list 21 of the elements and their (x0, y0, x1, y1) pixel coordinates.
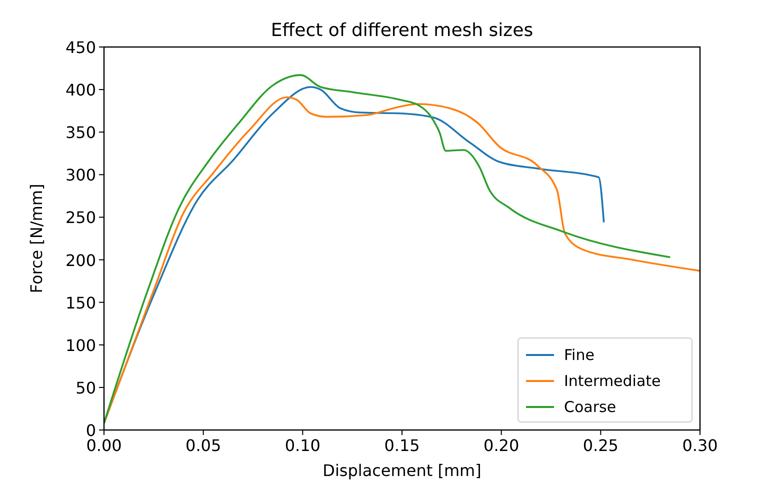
legend-label: Intermediate (564, 372, 661, 390)
x-tick-label: 0.15 (384, 436, 420, 455)
x-tick-label: 0.25 (582, 436, 618, 455)
x-tick-label: 0.20 (484, 436, 520, 455)
x-tick-label: 0.30 (682, 436, 718, 455)
chart-title: Effect of different mesh sizes (270, 20, 534, 41)
legend-label: Coarse (564, 398, 616, 416)
y-tick-label: 100 (65, 336, 96, 355)
legend-label: Fine (564, 346, 594, 364)
x-tick-label: 0.05 (186, 436, 222, 455)
y-tick-label: 50 (76, 378, 96, 398)
y-tick-label: 250 (65, 208, 96, 228)
y-tick-label: 400 (65, 80, 96, 100)
y-tick-label: 300 (65, 166, 96, 185)
y-tick-label: 150 (65, 293, 96, 312)
y-tick-label: 450 (65, 38, 96, 57)
y-axis-title: Force [N/mm] (27, 184, 46, 294)
x-tick-label: 0.10 (284, 436, 320, 455)
y-tick-label: 350 (65, 123, 96, 142)
x-axis-title: Displacement [mm] (322, 461, 482, 480)
y-tick-label: 200 (65, 250, 96, 270)
